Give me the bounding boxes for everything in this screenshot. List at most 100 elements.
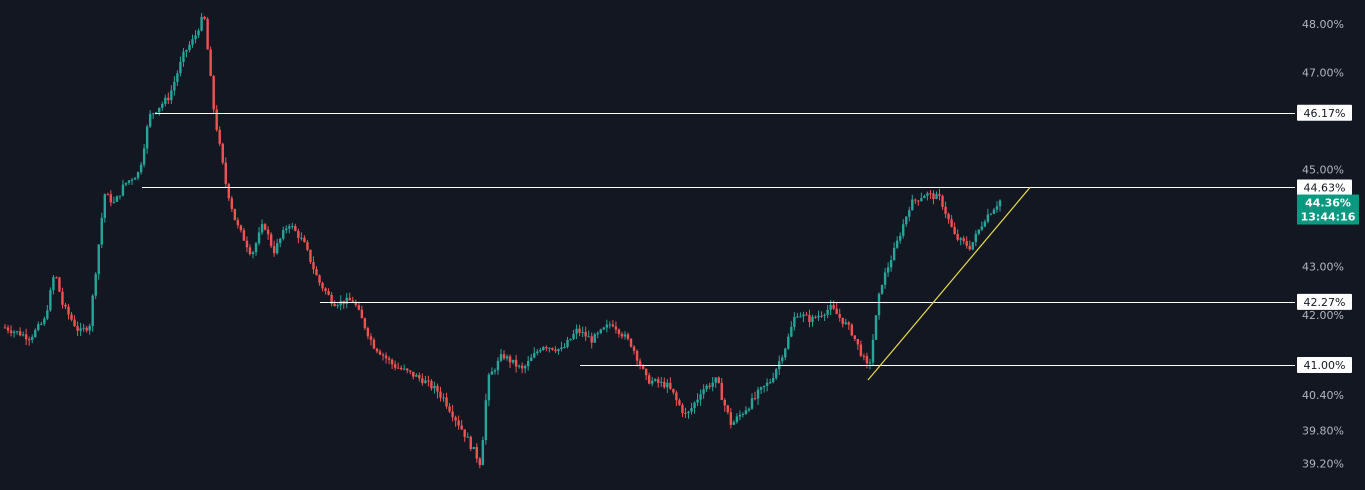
candle — [923, 194, 926, 199]
candle — [762, 385, 766, 393]
candle — [575, 324, 578, 340]
candle — [883, 268, 887, 289]
candle — [638, 358, 642, 370]
candle — [121, 179, 125, 197]
candle — [266, 226, 270, 240]
level-price-label[interactable]: 41.00% — [1297, 357, 1352, 373]
candle — [279, 237, 282, 248]
price-axis[interactable]: 48.00% 47.00% 45.00% 43.00% 42.00% 40.40% 39.8… — [1297, 18, 1359, 471]
axis-tick-label: 39.20% — [1302, 458, 1344, 471]
candle — [974, 230, 978, 247]
axis-tick-label: 42.00% — [1302, 309, 1344, 322]
candle — [805, 312, 808, 316]
candle — [554, 346, 557, 354]
candle — [663, 377, 666, 389]
candle — [348, 292, 351, 301]
candle — [191, 34, 194, 48]
candle — [145, 124, 149, 154]
candle — [898, 232, 902, 244]
candle — [433, 381, 436, 394]
candle — [735, 413, 739, 424]
candle — [493, 368, 497, 375]
candle — [142, 143, 146, 168]
candle — [620, 332, 624, 340]
candle — [995, 201, 999, 213]
candle — [354, 299, 358, 307]
candle — [73, 315, 76, 327]
candle — [536, 348, 539, 356]
candle — [756, 386, 760, 406]
candle — [88, 323, 91, 335]
last-price-label[interactable]: 44.36%13:44:16 — [1297, 194, 1359, 225]
candle — [702, 384, 705, 399]
candle — [245, 236, 249, 253]
candle — [514, 354, 518, 373]
candle — [862, 353, 866, 361]
candle — [765, 378, 769, 392]
candle — [197, 28, 200, 39]
candle — [285, 225, 288, 234]
candle — [720, 378, 723, 401]
trendline-layer[interactable] — [867, 187, 1031, 381]
candle — [448, 402, 451, 414]
candle — [221, 142, 224, 165]
candle — [64, 302, 67, 310]
axis-tick-label: 40.40% — [1302, 389, 1344, 402]
level-label-text: 42.27% — [1304, 296, 1346, 309]
candle — [989, 212, 993, 216]
candle — [393, 360, 397, 371]
candle — [194, 30, 197, 44]
candle — [675, 390, 678, 406]
candle — [557, 348, 560, 355]
candle — [173, 76, 176, 96]
candle — [929, 189, 932, 199]
candle — [203, 15, 206, 21]
candle — [130, 177, 134, 185]
candle — [832, 300, 835, 311]
candle — [983, 219, 987, 228]
candle — [272, 240, 276, 257]
candle — [566, 336, 569, 349]
candle — [781, 354, 784, 365]
candle — [115, 195, 119, 203]
candle — [738, 410, 742, 421]
trendline[interactable] — [867, 187, 1031, 381]
candle — [587, 330, 590, 338]
level-price-label[interactable]: 42.27% — [1297, 293, 1352, 310]
candle — [699, 389, 702, 406]
candle — [46, 304, 49, 321]
candle — [853, 335, 857, 342]
candle — [67, 304, 70, 320]
candle — [696, 393, 699, 407]
candle — [726, 404, 730, 415]
level-price-label[interactable]: 46.17% — [1297, 104, 1352, 121]
candle — [158, 107, 161, 116]
candle — [118, 195, 122, 200]
candle — [306, 240, 309, 252]
candle — [318, 274, 321, 286]
candle — [109, 190, 113, 207]
candle — [330, 292, 333, 307]
candle — [998, 199, 1002, 212]
candle — [926, 191, 929, 201]
candle — [148, 110, 152, 129]
candle — [43, 316, 46, 326]
candle — [70, 311, 73, 322]
candle — [548, 347, 551, 353]
candle — [877, 292, 881, 320]
candle — [209, 46, 212, 77]
axis-tick-label: 48.00% — [1302, 18, 1344, 31]
candle — [563, 343, 566, 349]
candle — [384, 352, 388, 364]
level-price-label[interactable]: 44.63% — [1297, 179, 1352, 196]
candle — [248, 244, 252, 256]
candle — [654, 378, 657, 382]
candle — [959, 237, 962, 246]
candle — [608, 321, 612, 329]
candle — [24, 328, 28, 345]
candle — [560, 341, 563, 352]
candle — [859, 340, 863, 358]
candle — [294, 223, 297, 232]
